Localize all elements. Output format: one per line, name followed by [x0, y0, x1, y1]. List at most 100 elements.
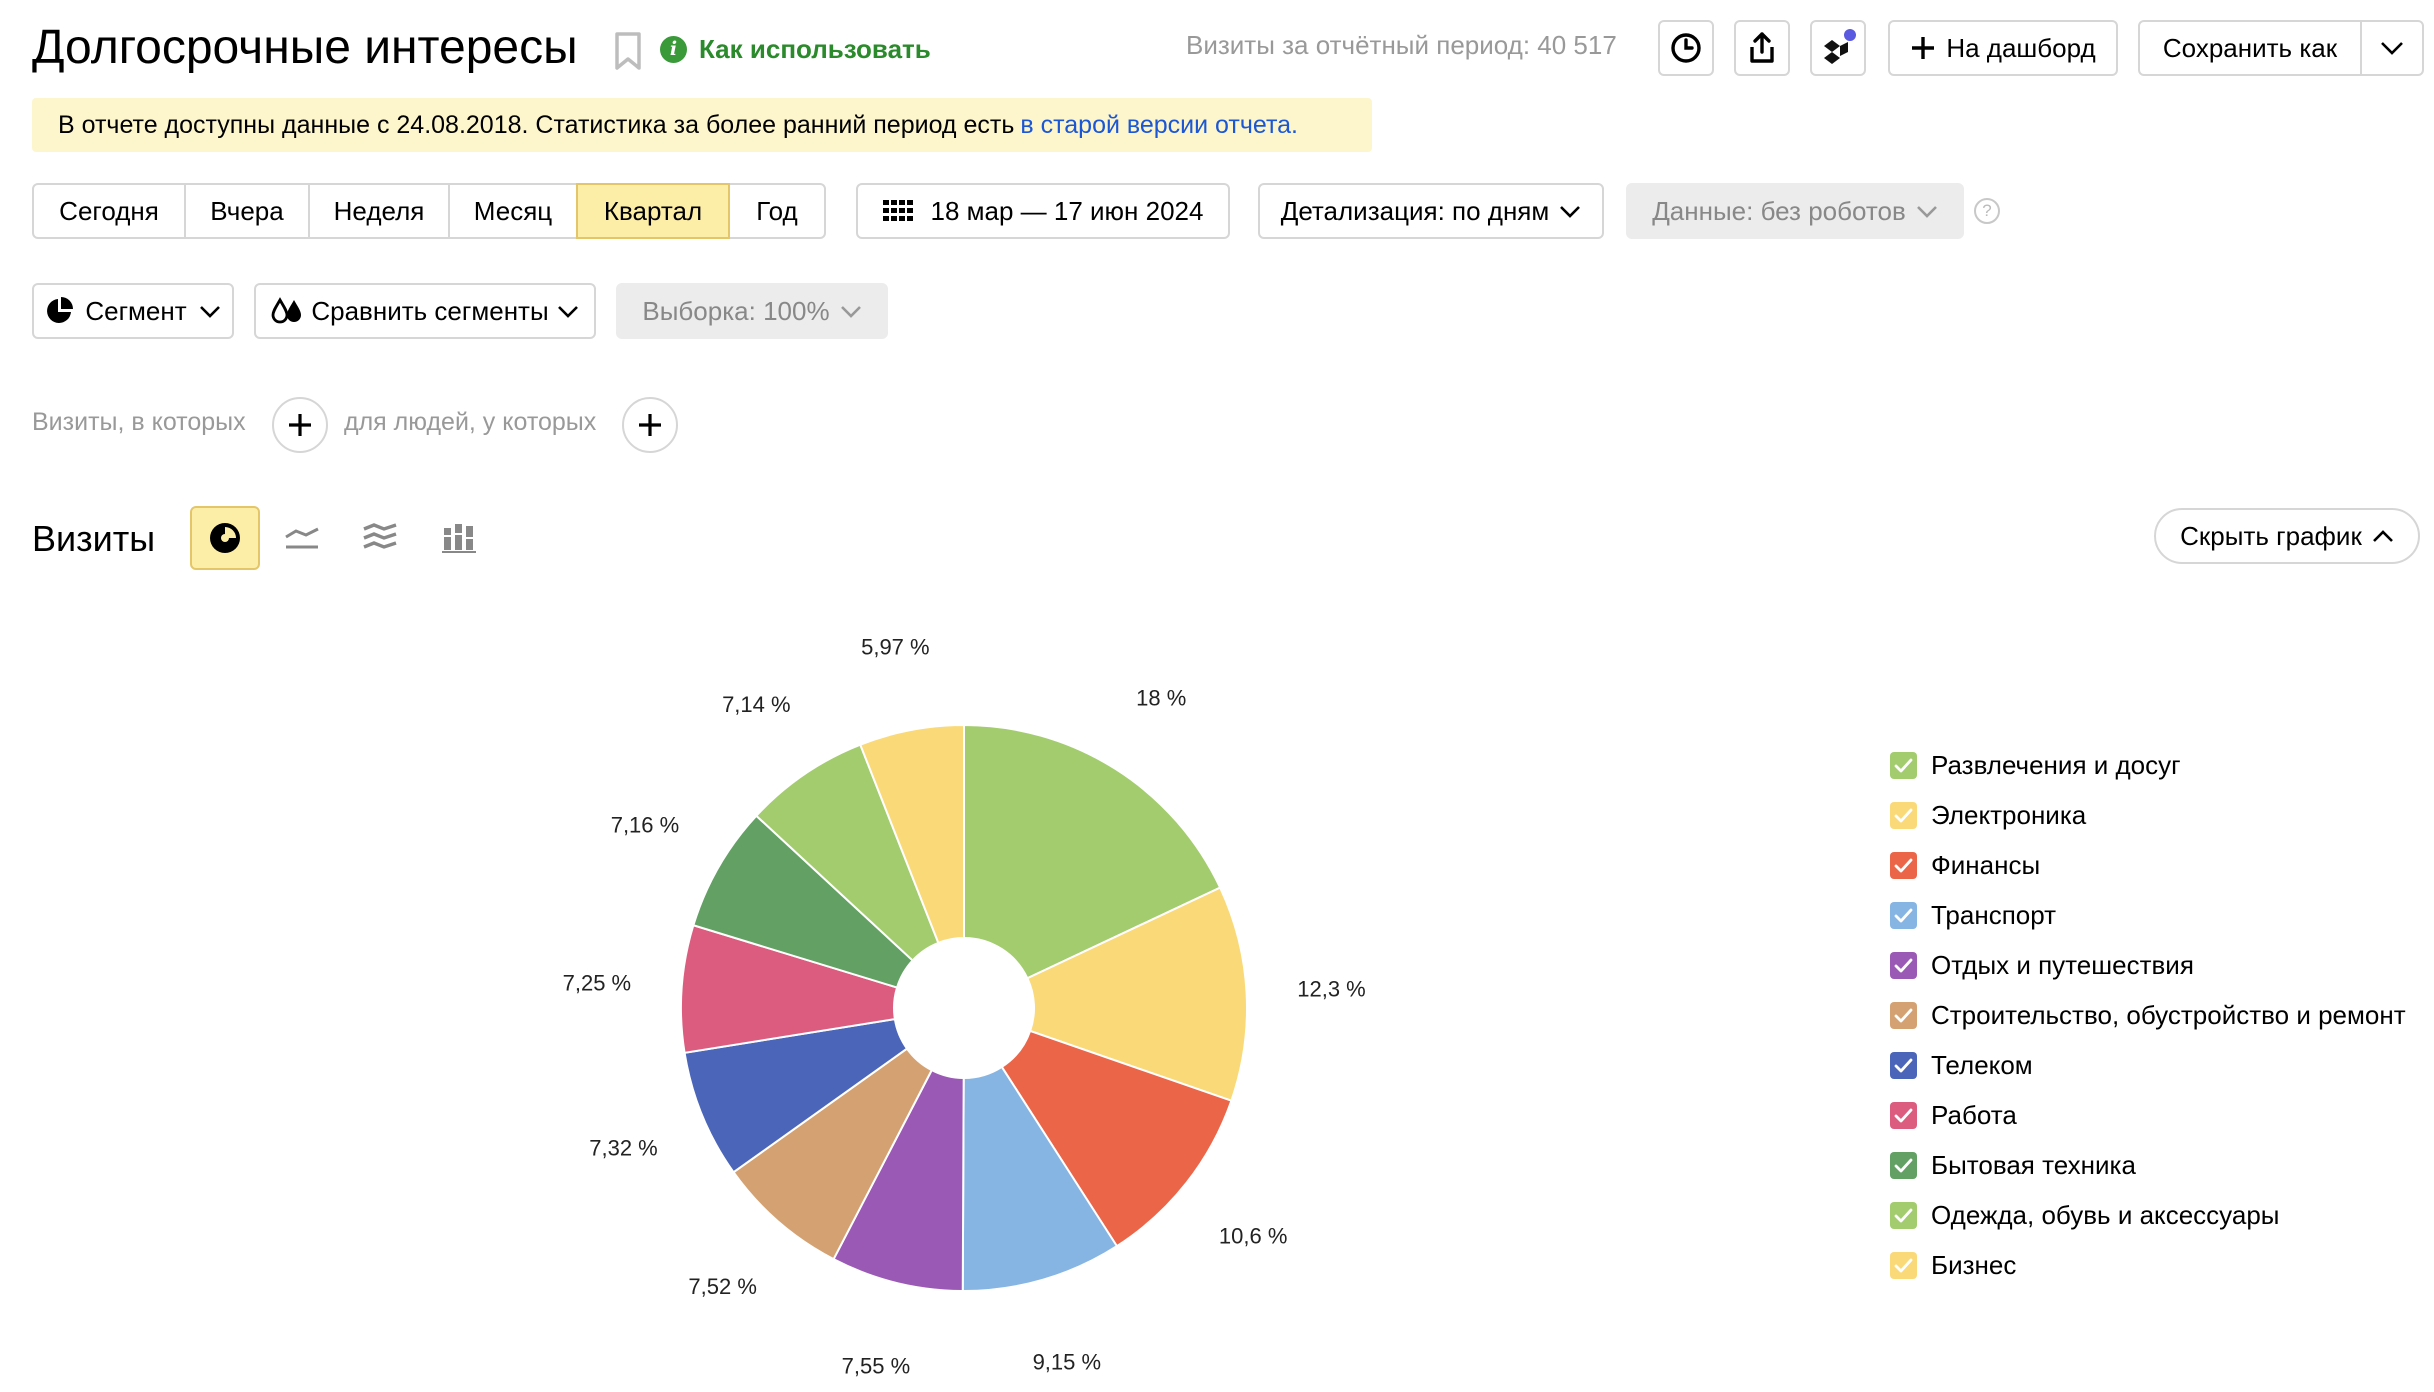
checkbox-icon[interactable] [1890, 1201, 1917, 1229]
calendar-icon [882, 200, 913, 221]
segment-dropdown[interactable]: Сегмент [32, 283, 234, 339]
plus-icon [289, 414, 311, 436]
checkbox-icon[interactable] [1890, 1251, 1917, 1279]
add-to-dashboard-button[interactable]: На дашборд [1888, 20, 2118, 76]
pie-value-label-6: 7,32 % [589, 1136, 658, 1161]
assistant-icon [1824, 29, 1856, 64]
checkbox-icon[interactable] [1890, 951, 1917, 979]
export-button[interactable] [1734, 20, 1790, 76]
data-availability-notice: В отчете доступны данные с 24.08.2018. С… [32, 98, 1372, 152]
help-icon[interactable]: ? [1974, 198, 2000, 224]
how-to-use-link[interactable]: i Как использовать [660, 33, 931, 65]
compare-segments-label: Сравнить сегменты [311, 295, 549, 326]
legend-item-7[interactable]: Работа [1890, 1090, 2406, 1140]
hide-chart-button[interactable]: Скрыть график [2154, 508, 2420, 564]
save-as-button[interactable]: Сохранить как [2138, 20, 2362, 76]
chart-title: Визиты [32, 518, 156, 559]
pie-slice-4[interactable] [832, 1068, 965, 1293]
checkbox-icon[interactable] [1890, 1151, 1917, 1179]
pie-slice-3[interactable] [961, 1065, 1119, 1293]
bar-chart-icon [442, 524, 476, 553]
save-as-dropdown-button[interactable] [2360, 20, 2424, 76]
pie-slice-7[interactable] [680, 924, 899, 1054]
pie-slice-2[interactable] [1000, 1029, 1233, 1248]
add-people-filter-button[interactable] [622, 397, 678, 453]
pie-value-label-0: 18 % [1136, 685, 1186, 710]
period-1-button[interactable]: Вчера [184, 183, 310, 239]
legend-item-4[interactable]: Отдых и путешествия [1890, 940, 2406, 990]
pie-slice-9[interactable] [754, 743, 940, 962]
compare-segments-dropdown[interactable]: Сравнить сегменты [254, 283, 596, 339]
pie-value-label-7: 7,25 % [563, 971, 632, 996]
legend-item-5[interactable]: Строительство, обустройство и ремонт [1890, 990, 2406, 1040]
data-filter-dropdown[interactable]: Данные: без роботов [1626, 183, 1964, 239]
pie-slice-0[interactable] [963, 723, 1222, 980]
history-button[interactable] [1658, 20, 1714, 76]
period-5-button[interactable]: Год [728, 183, 826, 239]
pie-view-button[interactable] [190, 506, 260, 570]
legend-item-10[interactable]: Бизнес [1890, 1240, 2406, 1290]
bar-view-button[interactable] [424, 506, 494, 570]
period-0-button[interactable]: Сегодня [32, 183, 186, 239]
period-selector: Сегодня Вчера Неделя Месяц Квартал Год [32, 183, 826, 239]
legend-label: Работа [1931, 1099, 2017, 1130]
checkbox-icon[interactable] [1890, 901, 1917, 929]
assistant-button[interactable] [1810, 20, 1866, 76]
legend-label: Финансы [1931, 849, 2041, 880]
checkbox-icon[interactable] [1890, 1051, 1917, 1079]
hide-chart-label: Скрыть график [2180, 520, 2362, 551]
pie-slice-8[interactable] [692, 814, 915, 989]
detail-label: Детализация: по дням [1280, 195, 1550, 226]
pie-value-label-10: 5,97 % [861, 634, 930, 659]
legend-label: Бизнес [1931, 1249, 2017, 1280]
chevron-down-icon [557, 305, 578, 318]
page-title: Долгосрочные интересы [32, 21, 578, 74]
legend-item-1[interactable]: Электроника [1890, 790, 2406, 840]
clock-icon [1671, 33, 1701, 63]
pie-value-label-5: 7,52 % [688, 1274, 757, 1299]
checkbox-icon[interactable] [1890, 751, 1917, 779]
drops-icon [271, 297, 302, 324]
legend-item-9[interactable]: Одежда, обувь и аксессуары [1890, 1190, 2406, 1240]
period-2-button[interactable]: Неделя [308, 183, 450, 239]
detail-dropdown[interactable]: Детализация: по дням [1258, 183, 1604, 239]
checkbox-icon[interactable] [1890, 1101, 1917, 1129]
legend-label: Отдых и путешествия [1931, 949, 2194, 980]
legend-label: Строительство, обустройство и ремонт [1931, 999, 2406, 1030]
sample-dropdown[interactable]: Выборка: 100% [616, 283, 888, 339]
pie-value-label-4: 7,55 % [842, 1353, 911, 1378]
pie-slice-10[interactable] [858, 723, 965, 945]
add-visits-filter-button[interactable] [272, 397, 328, 453]
checkbox-icon[interactable] [1890, 851, 1917, 879]
period-4-button[interactable]: Квартал [576, 183, 730, 239]
sample-label: Выборка: 100% [642, 295, 830, 326]
pie-slice-5[interactable] [732, 1047, 934, 1261]
bookmark-icon[interactable] [612, 30, 644, 72]
checkbox-icon[interactable] [1890, 1001, 1917, 1029]
area-view-button[interactable] [345, 506, 415, 570]
chart-legend: Развлечения и досуг Электроника Финансы Тра… [1890, 740, 2406, 1290]
legend-item-0[interactable]: Развлечения и досуг [1890, 740, 2406, 790]
chevron-down-icon [1560, 205, 1581, 218]
pie-value-label-2: 10,6 % [1219, 1224, 1288, 1249]
pie-slice-1[interactable] [1026, 886, 1248, 1102]
old-version-link[interactable]: в старой версии отчета. [1020, 110, 1298, 139]
checkbox-icon[interactable] [1890, 801, 1917, 829]
line-view-button[interactable] [267, 506, 337, 570]
legend-label: Электроника [1931, 799, 2087, 830]
pie-slice-6[interactable] [683, 1017, 909, 1174]
legend-label: Телеком [1931, 1049, 2033, 1080]
legend-item-2[interactable]: Финансы [1890, 840, 2406, 890]
legend-item-8[interactable]: Бытовая техника [1890, 1140, 2406, 1190]
date-range-label: 18 мар — 17 июн 2024 [930, 195, 1204, 226]
plus-icon [1912, 37, 1935, 59]
visits-filter-label: Визиты, в которых [32, 408, 246, 436]
data-filter-label: Данные: без роботов [1652, 195, 1906, 226]
visits-total: Визиты за отчётный период: 40 517 [1186, 30, 1617, 60]
pie-value-label-3: 9,15 % [1033, 1349, 1102, 1374]
legend-label: Транспорт [1931, 899, 2057, 930]
date-range-picker[interactable]: 18 мар — 17 июн 2024 [856, 183, 1230, 239]
legend-item-6[interactable]: Телеком [1890, 1040, 2406, 1090]
period-3-button[interactable]: Месяц [448, 183, 578, 239]
legend-item-3[interactable]: Транспорт [1890, 890, 2406, 940]
